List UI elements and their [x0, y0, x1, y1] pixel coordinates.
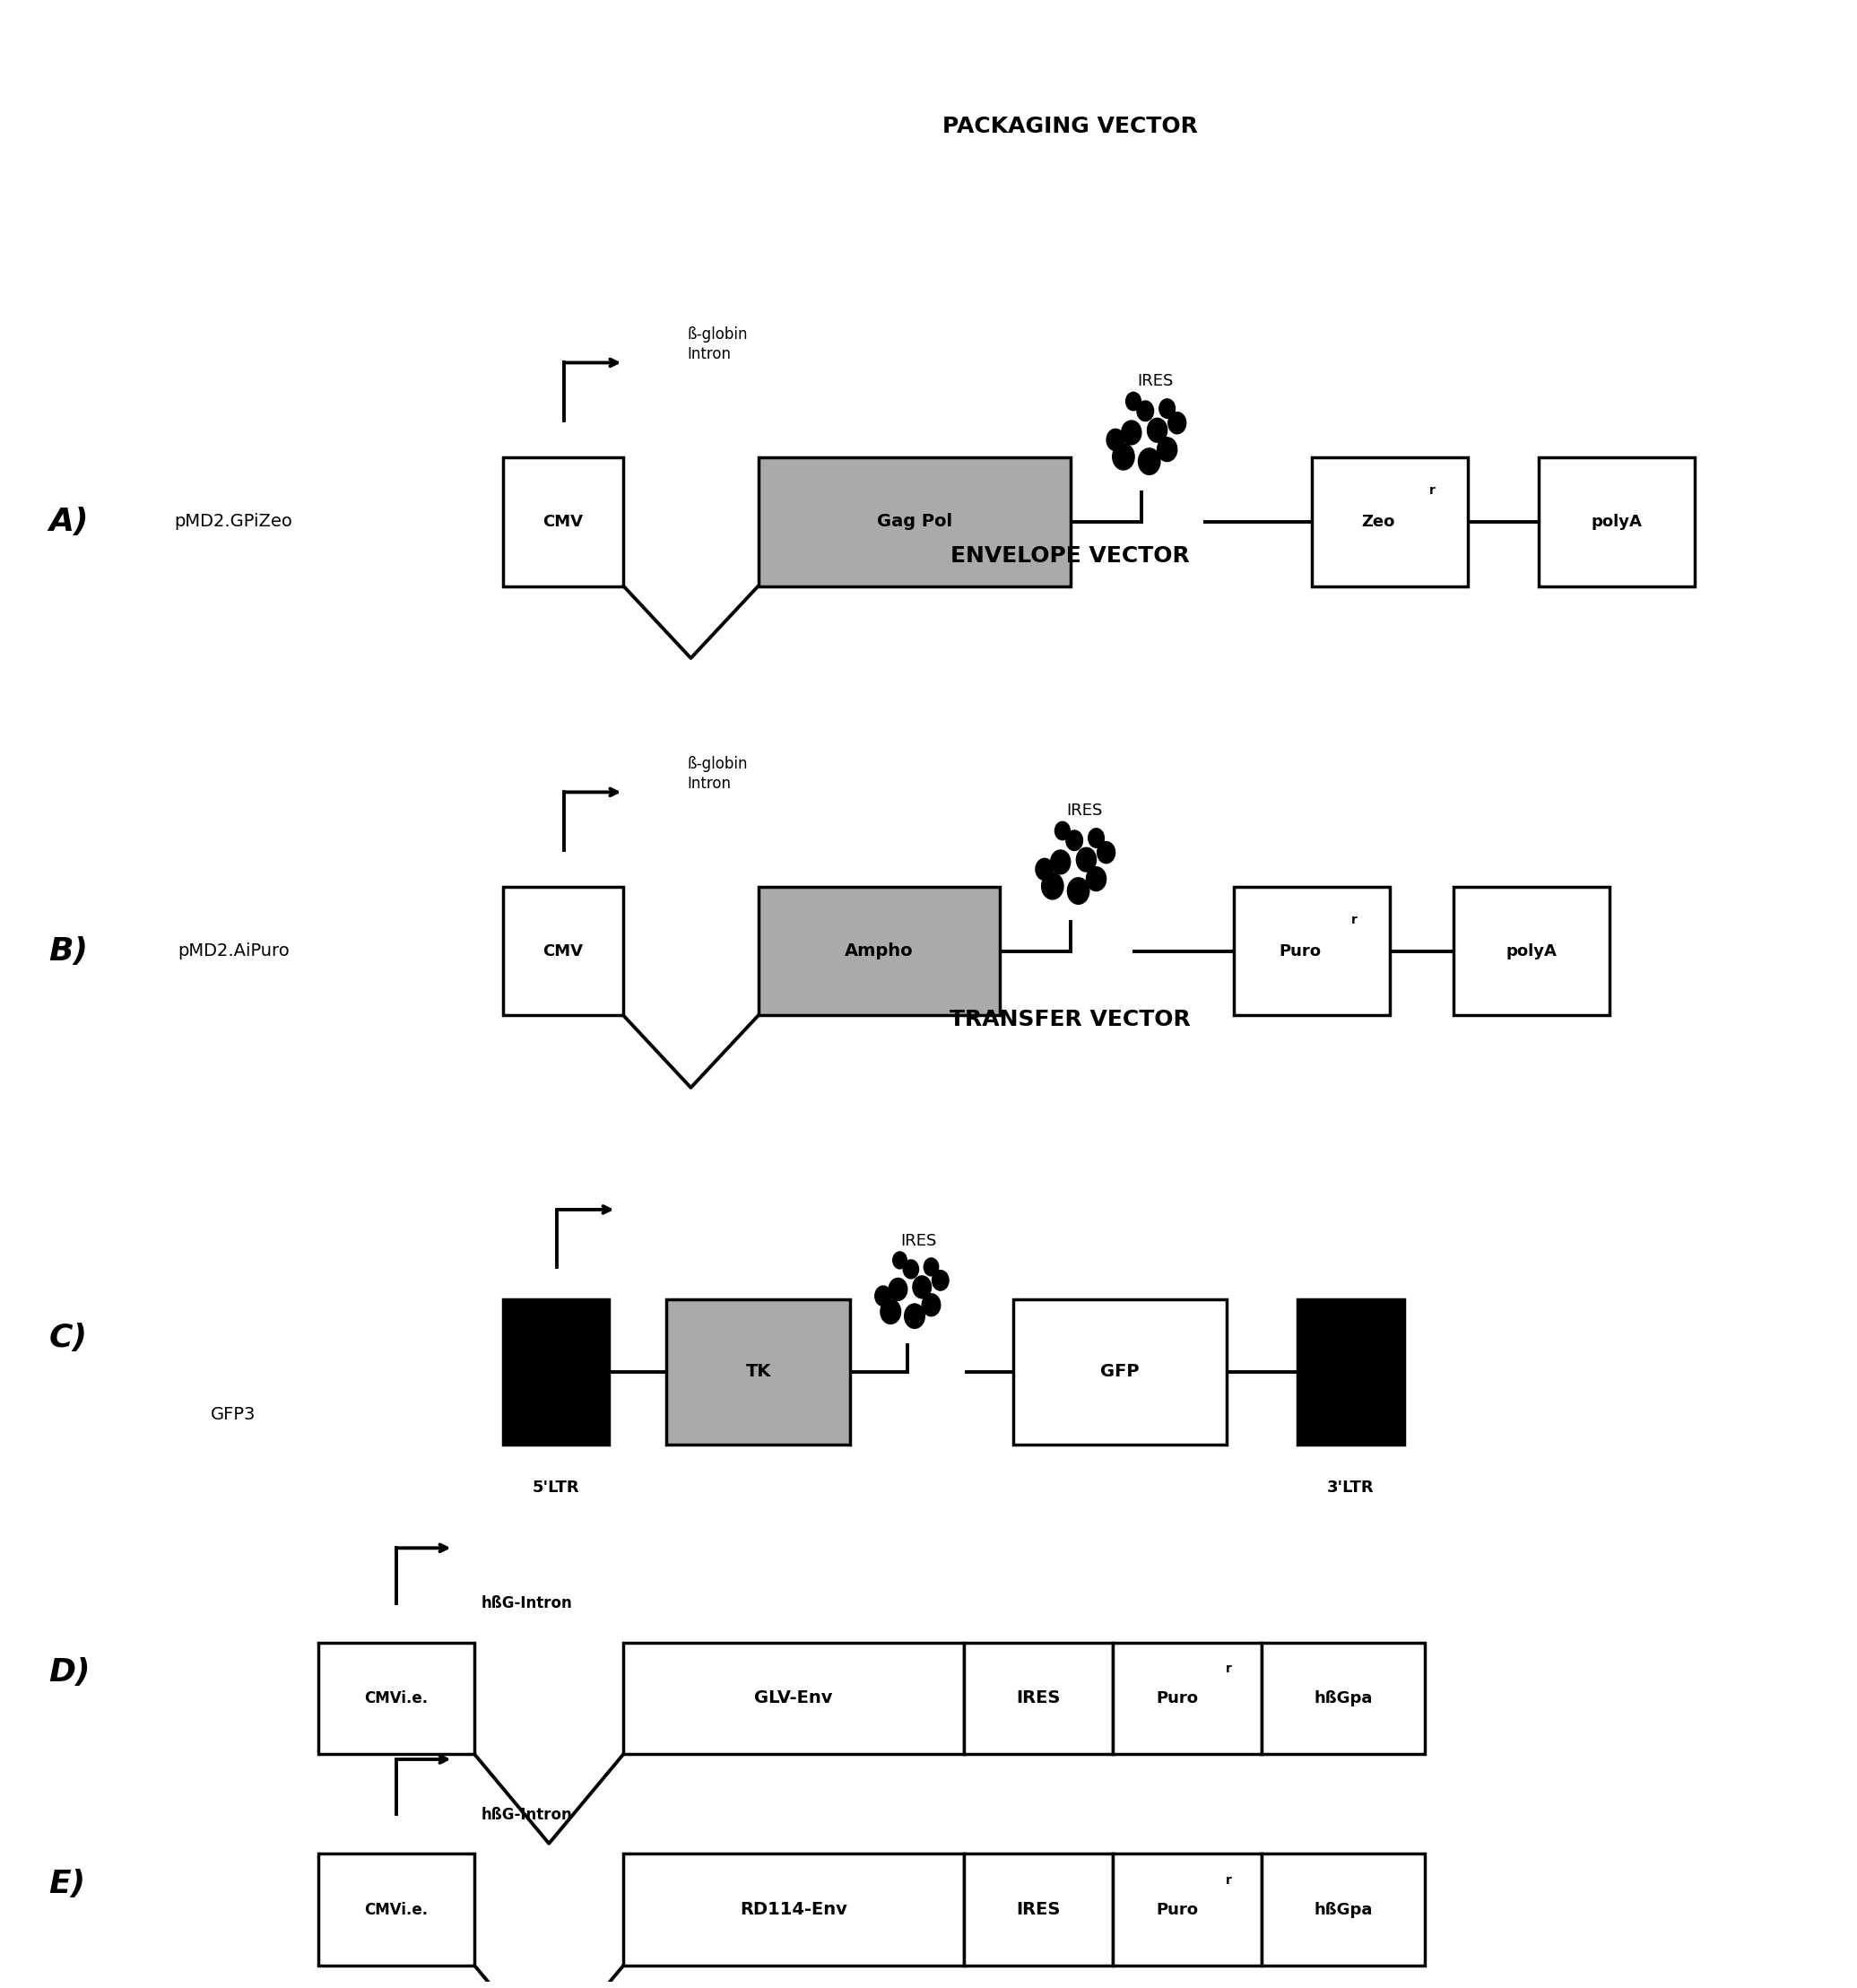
Circle shape	[1088, 829, 1105, 847]
Text: Gag Pol: Gag Pol	[877, 513, 953, 531]
Circle shape	[1042, 873, 1064, 899]
Text: GFP3: GFP3	[210, 1406, 256, 1423]
Text: Zeo: Zeo	[1361, 513, 1395, 529]
Text: 3'LTR: 3'LTR	[1328, 1479, 1374, 1495]
Circle shape	[1077, 847, 1096, 871]
Text: IRES: IRES	[901, 1233, 936, 1248]
Text: Ampho: Ampho	[845, 942, 914, 960]
Text: ENVELOPE VECTOR: ENVELOPE VECTOR	[951, 545, 1190, 567]
Text: hßGpa: hßGpa	[1315, 1690, 1372, 1706]
Text: TRANSFER VECTOR: TRANSFER VECTOR	[951, 1010, 1190, 1030]
Circle shape	[903, 1260, 919, 1278]
Circle shape	[880, 1300, 901, 1324]
Bar	[1539, 457, 1695, 586]
Text: CMV: CMV	[542, 513, 583, 529]
Circle shape	[1136, 402, 1153, 421]
Bar	[1263, 1853, 1424, 1966]
Bar	[1233, 887, 1389, 1016]
Circle shape	[893, 1252, 906, 1268]
Text: PACKAGING VECTOR: PACKAGING VECTOR	[943, 115, 1198, 137]
Text: D): D)	[48, 1658, 91, 1688]
Text: polyA: polyA	[1506, 942, 1556, 958]
Bar	[503, 457, 624, 586]
Circle shape	[1148, 417, 1168, 441]
Bar	[964, 1642, 1112, 1753]
Bar	[1014, 1298, 1226, 1445]
Circle shape	[1086, 867, 1107, 891]
Bar	[503, 1298, 609, 1445]
Circle shape	[1125, 392, 1140, 410]
Text: ß-globin
Intron: ß-globin Intron	[687, 326, 748, 362]
Bar	[1112, 1853, 1263, 1966]
Circle shape	[1159, 400, 1175, 417]
Text: E): E)	[48, 1869, 85, 1899]
Bar	[964, 1853, 1112, 1966]
Circle shape	[1122, 421, 1142, 445]
Text: IRES: IRES	[1066, 803, 1103, 819]
Circle shape	[1112, 443, 1135, 469]
Text: hßGpa: hßGpa	[1315, 1903, 1372, 1918]
Bar	[503, 887, 624, 1016]
Bar	[758, 887, 999, 1016]
Text: CMVi.e.: CMVi.e.	[364, 1903, 429, 1918]
Bar	[1311, 457, 1467, 586]
Text: A): A)	[48, 507, 89, 537]
Circle shape	[1068, 877, 1090, 905]
Bar	[1112, 1642, 1263, 1753]
Text: B): B)	[48, 936, 89, 966]
Circle shape	[1168, 412, 1187, 433]
Text: IRES: IRES	[1016, 1690, 1060, 1708]
Circle shape	[932, 1270, 949, 1290]
Text: hßG-Intron: hßG-Intron	[481, 1596, 572, 1612]
Circle shape	[1055, 821, 1070, 841]
Bar	[1454, 887, 1610, 1016]
Text: r: r	[1226, 1875, 1231, 1887]
Circle shape	[923, 1258, 938, 1276]
Text: r: r	[1352, 914, 1357, 926]
Text: RD114-Env: RD114-Env	[739, 1901, 847, 1918]
Circle shape	[1051, 851, 1070, 875]
Bar	[1298, 1298, 1404, 1445]
Text: 5'LTR: 5'LTR	[533, 1479, 579, 1495]
Text: Puro: Puro	[1279, 942, 1322, 958]
Bar	[318, 1642, 474, 1753]
Text: Puro: Puro	[1157, 1690, 1198, 1706]
Circle shape	[904, 1304, 925, 1328]
Circle shape	[1157, 437, 1177, 461]
Circle shape	[875, 1286, 891, 1306]
Bar	[667, 1298, 851, 1445]
Circle shape	[914, 1276, 930, 1298]
Bar	[624, 1642, 964, 1753]
Text: pMD2.GPiZeo: pMD2.GPiZeo	[175, 513, 292, 531]
Text: pMD2.AiPuro: pMD2.AiPuro	[176, 942, 290, 960]
Text: C): C)	[48, 1322, 87, 1352]
Text: GFP: GFP	[1101, 1364, 1140, 1380]
Text: r: r	[1430, 485, 1435, 497]
Bar	[318, 1853, 474, 1966]
Bar	[1263, 1642, 1424, 1753]
Text: hßG-Intron: hßG-Intron	[481, 1807, 572, 1823]
Circle shape	[1138, 447, 1161, 475]
Text: polyA: polyA	[1591, 513, 1642, 529]
Text: CMV: CMV	[542, 942, 583, 958]
Circle shape	[890, 1278, 908, 1300]
Bar	[624, 1853, 964, 1966]
Text: IRES: IRES	[1138, 374, 1174, 390]
Circle shape	[1097, 841, 1114, 863]
Text: CMVi.e.: CMVi.e.	[364, 1690, 429, 1706]
Circle shape	[1036, 859, 1053, 881]
Text: TK: TK	[745, 1364, 771, 1380]
Circle shape	[1107, 429, 1125, 451]
Circle shape	[1066, 831, 1083, 851]
Text: IRES: IRES	[1016, 1901, 1060, 1918]
Text: Puro: Puro	[1157, 1903, 1198, 1918]
Text: GLV-Env: GLV-Env	[754, 1690, 834, 1708]
Bar	[758, 457, 1070, 586]
Text: r: r	[1226, 1662, 1231, 1676]
Circle shape	[921, 1294, 940, 1316]
Text: ß-globin
Intron: ß-globin Intron	[687, 755, 748, 791]
